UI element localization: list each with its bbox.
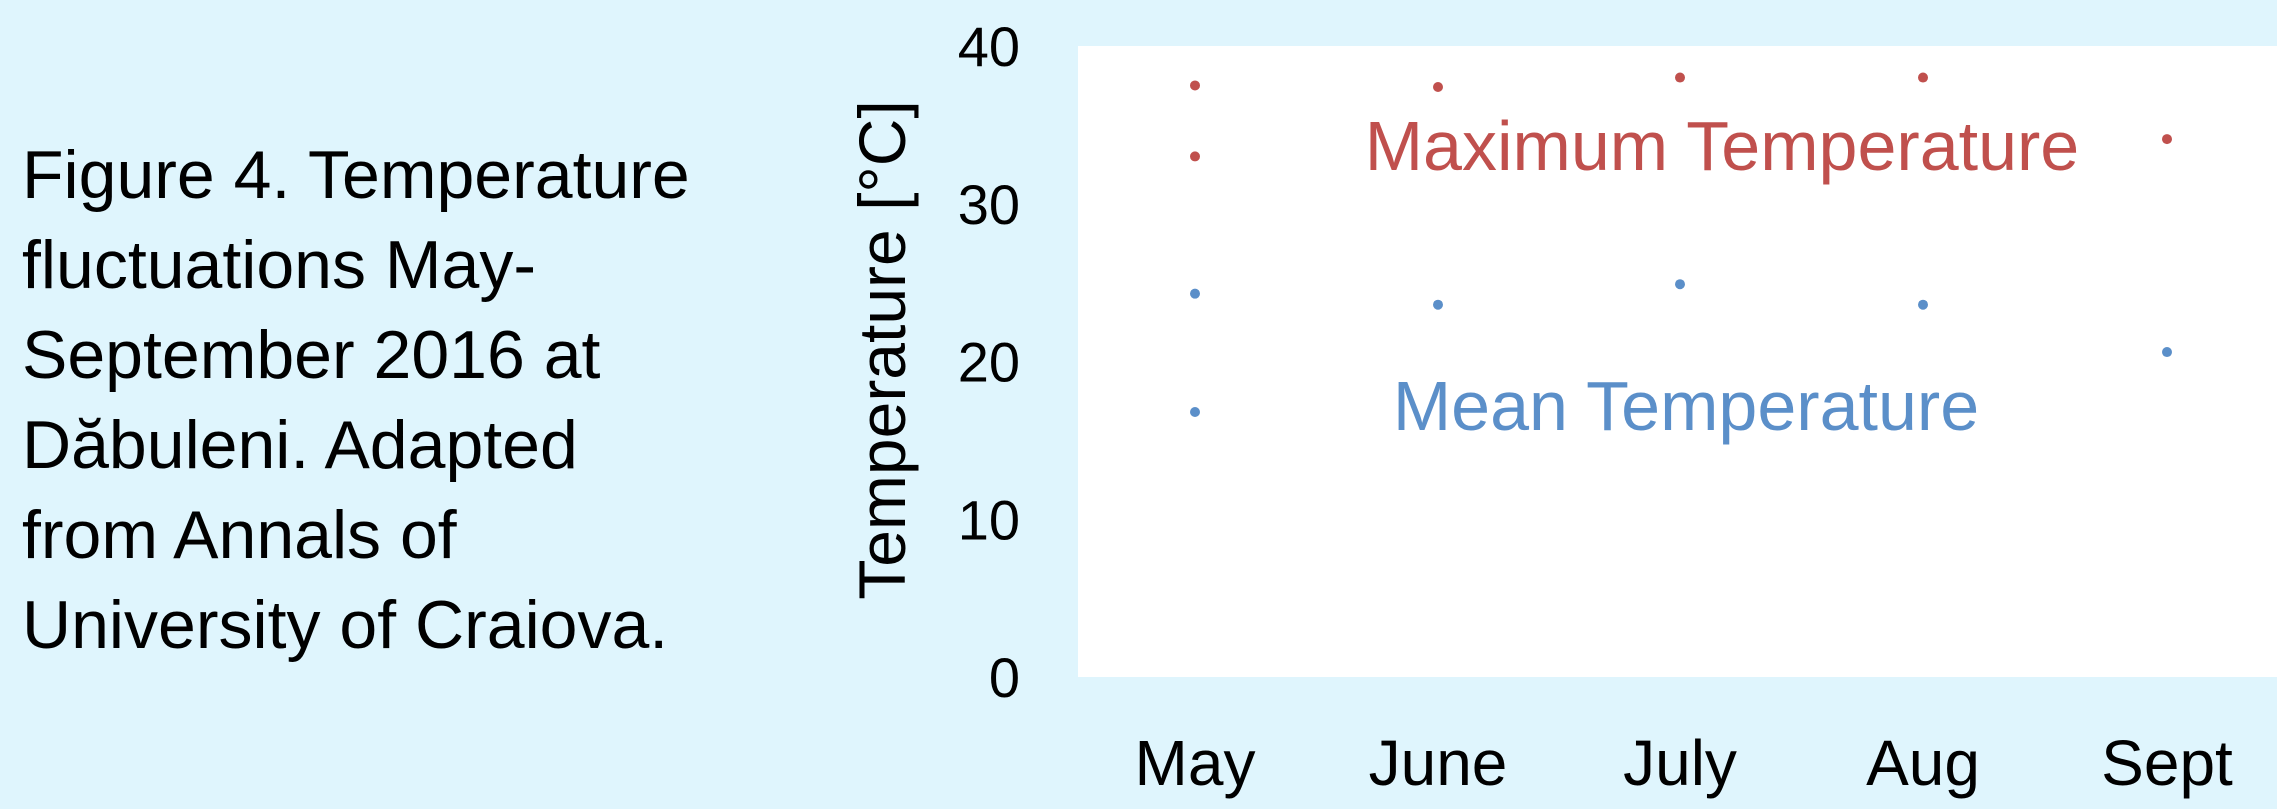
x-axis-ticks: May June July Aug Sept bbox=[1135, 727, 2234, 799]
max-temp-point bbox=[1433, 82, 1443, 93]
mean-temp-point bbox=[1190, 288, 1200, 299]
mean-temp-point bbox=[1433, 299, 1443, 310]
y-axis-ticks: 0 10 20 30 40 bbox=[958, 15, 1020, 709]
series-label-mean: Mean Temperature bbox=[1393, 367, 1979, 445]
mean-temp-point bbox=[2162, 347, 2172, 358]
mean-temp-point bbox=[1918, 299, 1928, 310]
y-tick-label: 30 bbox=[958, 173, 1020, 236]
y-tick-label: 0 bbox=[989, 646, 1020, 709]
max-temp-point bbox=[1675, 72, 1685, 83]
plot-area bbox=[1078, 46, 2277, 677]
y-tick-label: 40 bbox=[958, 15, 1020, 78]
figure-caption: Figure 4. Temperature fluctuations May- … bbox=[22, 137, 690, 663]
x-tick-label: Sept bbox=[2101, 727, 2233, 799]
max-temp-point bbox=[1190, 80, 1200, 91]
x-tick-label: Aug bbox=[1866, 727, 1980, 799]
y-tick-label: 20 bbox=[958, 331, 1020, 394]
x-tick-label: May bbox=[1135, 727, 1256, 799]
max-temp-point bbox=[1918, 72, 1928, 83]
max-temp-point bbox=[1190, 151, 1200, 162]
x-tick-label: June bbox=[1369, 727, 1508, 799]
y-tick-label: 10 bbox=[958, 488, 1020, 551]
x-tick-label: July bbox=[1623, 727, 1737, 799]
y-axis-label: Temperature [°C] bbox=[845, 100, 919, 600]
data-points bbox=[1190, 72, 2172, 417]
mean-temp-point bbox=[1675, 279, 1685, 290]
series-label-maximum: Maximum Temperature bbox=[1365, 107, 2080, 185]
max-temp-point bbox=[2162, 134, 2172, 145]
mean-temp-point bbox=[1190, 406, 1200, 417]
